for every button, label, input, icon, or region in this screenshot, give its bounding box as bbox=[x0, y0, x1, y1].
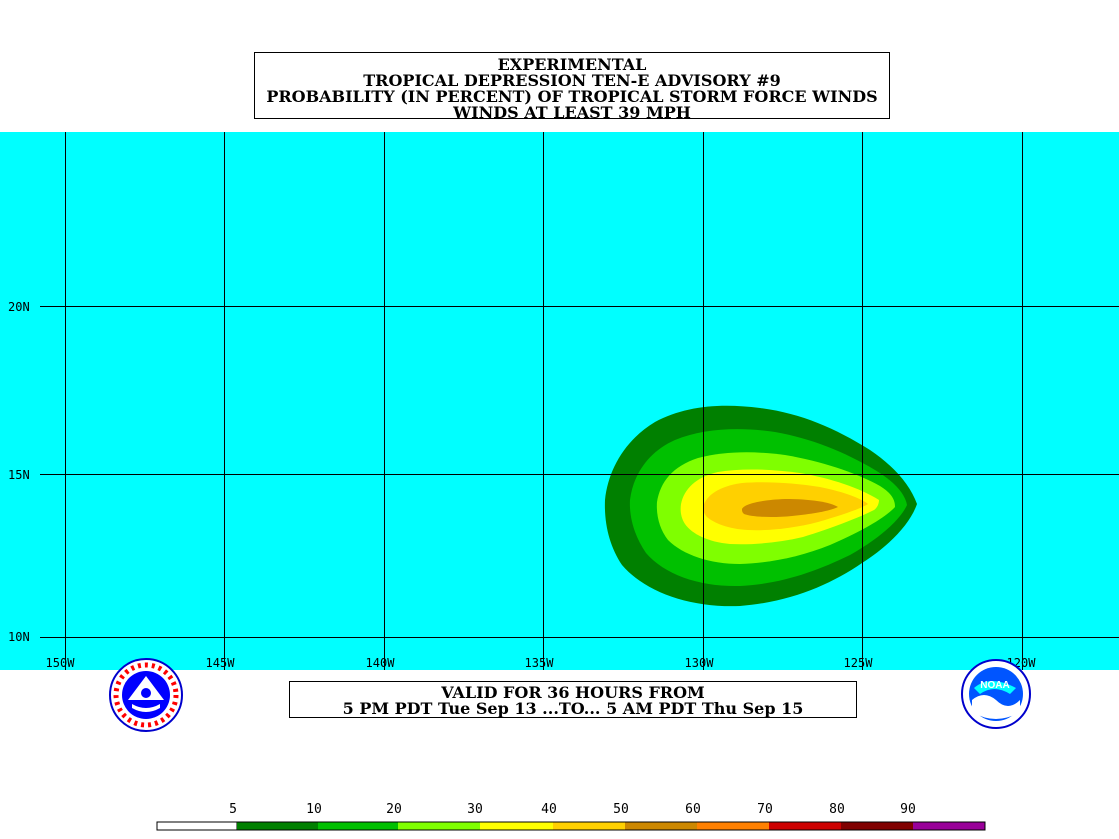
legend-label-70: 70 bbox=[757, 802, 773, 817]
lat-lon-grid bbox=[40, 132, 1119, 670]
lat-label-10n: 10N bbox=[8, 630, 30, 644]
legend-swatch-8 bbox=[769, 822, 841, 830]
ocean-area bbox=[0, 132, 1119, 670]
legend-label-90: 90 bbox=[900, 802, 916, 817]
probability-legend: 5 10 20 30 40 50 60 70 80 90 bbox=[156, 802, 986, 831]
legend-swatch-9 bbox=[841, 822, 913, 830]
legend-swatch-10 bbox=[913, 822, 985, 830]
lat-label-20n: 20N bbox=[8, 300, 30, 314]
probability-contours bbox=[604, 405, 917, 607]
lon-label-150w: 150W bbox=[46, 656, 76, 670]
lon-label-140w: 140W bbox=[366, 656, 396, 670]
title-line-2: TROPICAL DEPRESSION TEN-E ADVISORY #9 bbox=[363, 71, 781, 90]
noaa-logo-icon: NOAA bbox=[961, 659, 1031, 729]
legend-label-80: 80 bbox=[829, 802, 845, 817]
legend-label-20: 20 bbox=[386, 802, 402, 817]
legend-label-60: 60 bbox=[685, 802, 701, 817]
lon-label-125w: 125W bbox=[844, 656, 874, 670]
legend-label-10: 10 bbox=[306, 802, 322, 817]
legend-label-5: 5 bbox=[229, 802, 237, 817]
legend-swatch-4 bbox=[480, 822, 553, 830]
legend-swatch-1 bbox=[237, 822, 318, 830]
legend-swatch-5 bbox=[553, 822, 625, 830]
noaa-logo-text: NOAA bbox=[980, 680, 1009, 691]
legend-swatch-7 bbox=[697, 822, 769, 830]
title-line-3: PROBABILITY (IN PERCENT) OF TROPICAL STO… bbox=[266, 87, 878, 106]
legend-swatch-0 bbox=[156, 821, 238, 831]
nws-logo-icon bbox=[109, 658, 183, 732]
contour-50 bbox=[742, 499, 838, 518]
valid-line-1: VALID FOR 36 HOURS FROM bbox=[441, 683, 705, 702]
legend-label-50: 50 bbox=[613, 802, 629, 817]
legend-label-30: 30 bbox=[467, 802, 483, 817]
lat-label-15n: 15N bbox=[8, 468, 30, 482]
valid-line-2: 5 PM PDT Tue Sep 13 ...TO... 5 AM PDT Th… bbox=[342, 699, 804, 718]
legend-swatch-2 bbox=[318, 822, 398, 830]
legend-swatch-3 bbox=[398, 822, 480, 830]
title-line-1: EXPERIMENTAL bbox=[497, 55, 647, 74]
chart-title-box: EXPERIMENTAL TROPICAL DEPRESSION TEN-E A… bbox=[254, 52, 890, 122]
title-line-4: WINDS AT LEAST 39 MPH bbox=[453, 103, 691, 122]
legend-swatch-6 bbox=[625, 822, 697, 830]
lon-label-130w: 130W bbox=[685, 656, 715, 670]
valid-period-box: VALID FOR 36 HOURS FROM 5 PM PDT Tue Sep… bbox=[289, 681, 857, 718]
lon-label-135w: 135W bbox=[525, 656, 555, 670]
lon-label-145w: 145W bbox=[206, 656, 236, 670]
legend-label-40: 40 bbox=[541, 802, 557, 817]
